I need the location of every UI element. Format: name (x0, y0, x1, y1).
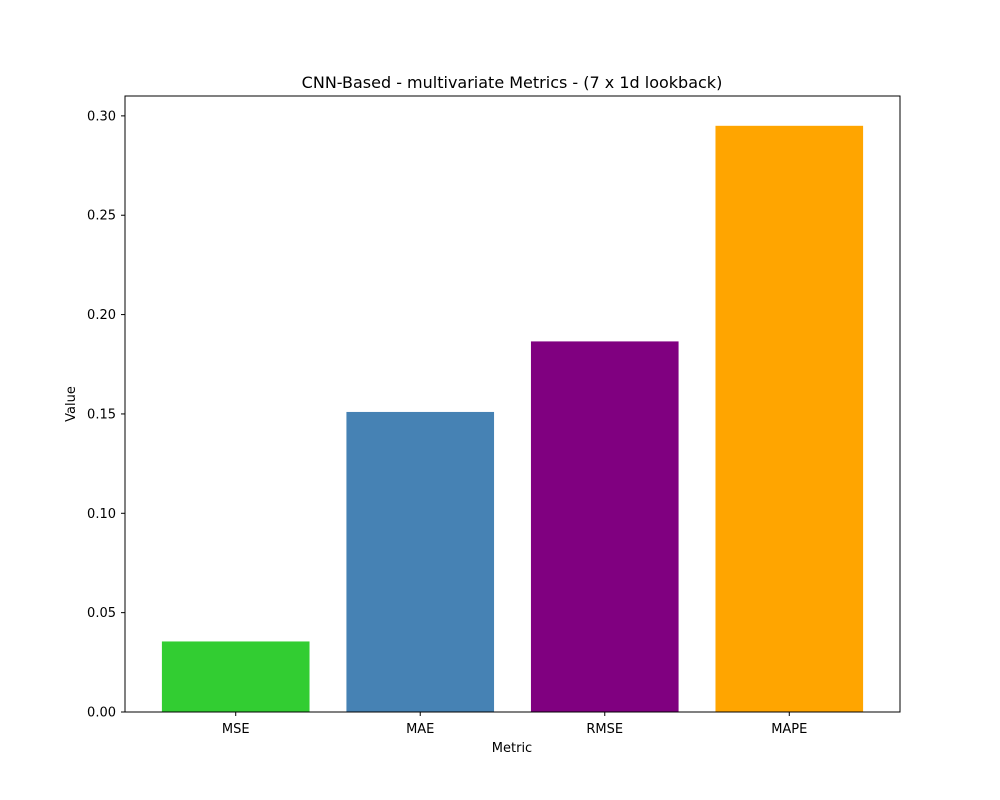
bar-mse (161, 641, 310, 712)
y-tick-label: 0.15 (87, 407, 116, 422)
bars-group (161, 125, 864, 712)
y-ticks: 0.00 0.05 0.10 0.15 0.20 0.25 0.30 (87, 109, 125, 721)
y-tick-label: 0.20 (87, 308, 116, 323)
chart-title: CNN-Based - multivariate Metrics - (7 x … (302, 73, 723, 92)
x-tick-label: MAPE (771, 722, 807, 737)
y-tick-label: 0.00 (87, 706, 116, 721)
y-axis-label: Value (64, 386, 79, 422)
bar-mape (715, 125, 864, 712)
x-tick-label: RMSE (586, 722, 623, 737)
x-tick-label: MAE (406, 722, 434, 737)
x-tick-label: MSE (222, 722, 250, 737)
y-tick-label: 0.10 (87, 507, 116, 522)
plot-frame (124, 95, 901, 713)
y-tick-label: 0.05 (87, 606, 116, 621)
x-axis-label: Metric (492, 741, 532, 756)
bar-mae (346, 411, 495, 712)
x-ticks: MSE MAE RMSE MAPE (222, 712, 807, 737)
y-tick-label: 0.25 (87, 209, 116, 224)
y-tick-label: 0.30 (87, 109, 116, 124)
bar-rmse (530, 341, 679, 712)
